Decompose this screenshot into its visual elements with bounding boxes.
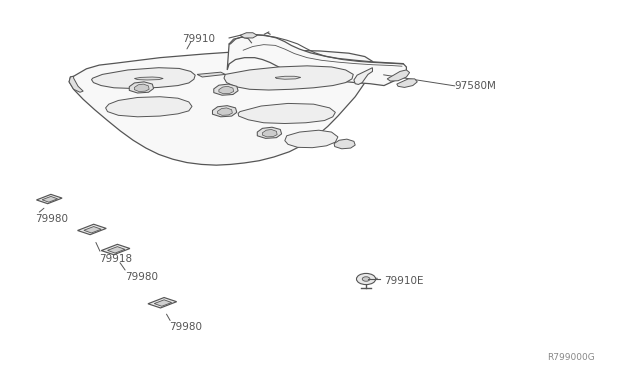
Polygon shape — [134, 77, 163, 80]
Polygon shape — [219, 86, 234, 94]
Text: 79980: 79980 — [125, 272, 158, 282]
Text: 79910E: 79910E — [384, 276, 424, 286]
Polygon shape — [397, 79, 417, 87]
Text: 79980: 79980 — [35, 215, 68, 224]
Polygon shape — [129, 82, 154, 93]
Polygon shape — [154, 300, 172, 306]
Polygon shape — [218, 108, 232, 115]
Text: 97580M: 97580M — [454, 81, 496, 90]
Text: 79980: 79980 — [170, 323, 203, 332]
Polygon shape — [106, 97, 192, 117]
Polygon shape — [275, 76, 301, 79]
Polygon shape — [354, 68, 372, 84]
Polygon shape — [238, 103, 335, 124]
Polygon shape — [108, 247, 125, 253]
Text: R799000G: R799000G — [547, 353, 595, 362]
Polygon shape — [224, 66, 353, 90]
Polygon shape — [214, 84, 238, 95]
Text: 79910: 79910 — [182, 34, 216, 44]
Polygon shape — [101, 244, 130, 255]
Polygon shape — [212, 106, 237, 117]
Polygon shape — [69, 76, 83, 92]
Circle shape — [362, 277, 370, 281]
Polygon shape — [197, 72, 225, 77]
Polygon shape — [262, 129, 277, 137]
Polygon shape — [92, 68, 195, 89]
Polygon shape — [257, 127, 282, 138]
Polygon shape — [69, 50, 372, 165]
Polygon shape — [77, 224, 106, 235]
Text: 79918: 79918 — [99, 254, 132, 263]
Polygon shape — [227, 35, 406, 86]
Polygon shape — [148, 298, 177, 308]
Polygon shape — [134, 84, 149, 92]
Polygon shape — [387, 70, 410, 81]
Polygon shape — [42, 196, 58, 202]
Polygon shape — [84, 227, 101, 233]
Circle shape — [356, 273, 376, 285]
Polygon shape — [334, 139, 355, 149]
Polygon shape — [240, 33, 257, 38]
Polygon shape — [285, 130, 338, 148]
Polygon shape — [36, 194, 62, 204]
